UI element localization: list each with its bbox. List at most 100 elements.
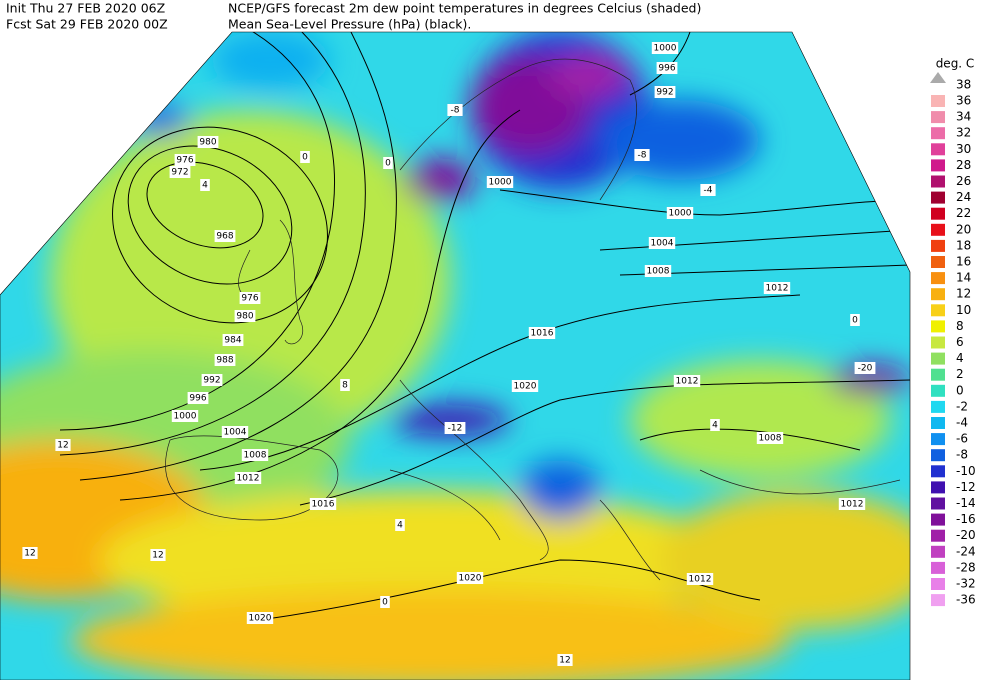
isobar-label-box [666,207,694,219]
legend-label: 34 [956,110,971,124]
legend-label: 30 [956,142,971,156]
map-subtitle: Mean Sea-Level Pressure (hPa) (black). [228,17,471,32]
dewpoint-label-box [447,104,463,116]
isobar-label-box [214,354,236,366]
isobar-label: 1016 [312,500,335,510]
shading [0,32,910,680]
dewpoint-label-box [850,314,860,326]
isobar-label-box [486,176,514,188]
legend-label: 28 [956,158,971,172]
isobar-label-box [528,327,556,339]
isobar-label-box [239,292,261,304]
legend-label: 14 [956,271,971,285]
map-frame [0,31,911,680]
legend-label: -16 [956,512,976,526]
isobar-label: 976 [241,294,258,304]
isobar-label: 1008 [244,451,267,461]
isobar-label-box [673,375,701,387]
dewpoint-label: 12 [152,551,163,561]
legend-swatch [931,433,945,446]
legend-swatch [931,594,945,607]
isobars [59,32,910,621]
isobar-label-box [234,310,256,322]
legend-label: 10 [956,303,971,317]
legend-title: deg. C [936,57,975,71]
isobar-label: 1020 [249,614,272,624]
legend-label: 0 [956,383,964,397]
isobar-label: 976 [176,156,193,166]
dewpoint-label: -4 [704,186,713,196]
dewpoint-label: -8 [451,106,460,116]
dewpoint-label-box [55,439,71,451]
isobar-label-box [309,498,337,510]
isobar-label-box [201,374,223,386]
isobar-label-box [241,449,269,461]
dewpoint-label: 4 [712,421,718,431]
legend-swatch [931,175,945,188]
legend: 363432302826242220181614121086420-2-4-6-… [931,94,976,607]
legend-label: -6 [956,432,968,446]
isobar-label: 1004 [224,428,247,438]
legend-swatch [931,561,945,574]
legend-label: 16 [956,255,971,269]
legend-label: 24 [956,190,971,204]
legend-swatch [931,207,945,220]
legend-swatch [931,304,945,317]
legend-swatch [931,272,945,285]
legend-swatch [931,191,945,204]
isobar-label: 992 [203,376,220,386]
dewpoint-label: 0 [385,159,391,169]
isobar-label-box [651,42,679,54]
legend-label: 4 [956,351,964,365]
legend-label: -28 [956,560,976,574]
dewpoint-label: -12 [448,424,463,434]
isobar-label-box [656,62,678,74]
legend-swatch [931,223,945,236]
coastlines [165,58,901,581]
legend-label: 8 [956,319,964,333]
isobar-label-box [221,426,249,438]
isobar-label-box [686,573,714,585]
legend-label: -32 [956,577,976,591]
isobar-label: 1008 [759,434,782,444]
isobar-label: 980 [199,138,216,148]
isobar-label: 988 [216,356,233,366]
isobar-label-box [763,282,791,294]
legend-swatch [931,256,945,268]
dewpoint-label: -20 [858,364,873,374]
legend-top-label: 38 [956,78,971,92]
legend-swatch [931,239,945,252]
dewpoint-label: 0 [382,598,388,608]
dewpoint-label: 0 [852,316,858,326]
isobar-label: 1012 [237,474,260,484]
map-area [0,32,910,680]
dewpoint-label-box [383,157,393,169]
legend-swatch [931,288,945,301]
isobar-label: 1012 [766,284,789,294]
legend-swatch [931,417,945,429]
isobar-label: 1016 [531,329,554,339]
legend-label: -36 [956,593,976,607]
legend-label: -8 [956,448,968,462]
legend-swatch [931,336,945,349]
dewpoint-label-box [200,179,210,191]
isobar-label: 1012 [689,575,712,585]
legend-label: 22 [956,206,971,220]
legend-swatch [931,545,945,558]
legend-label: -4 [956,416,968,430]
legend-label: -24 [956,544,976,558]
isobar-label: 972 [171,168,188,178]
isobar-label-box [648,237,676,249]
isobar-label-box [187,392,209,404]
legend-label: 18 [956,238,971,252]
isobar-label: 1000 [669,209,692,219]
legend-swatch [931,400,945,413]
isobar-label: 996 [189,394,206,404]
legend-swatch [931,529,945,542]
isobar-label-box [654,86,676,98]
dewpoint-label: 8 [342,381,348,391]
legend-label: 36 [956,94,971,108]
isobar-label-box [456,572,484,584]
isobar-label: 1012 [676,377,699,387]
isobar-label: 984 [224,336,241,346]
